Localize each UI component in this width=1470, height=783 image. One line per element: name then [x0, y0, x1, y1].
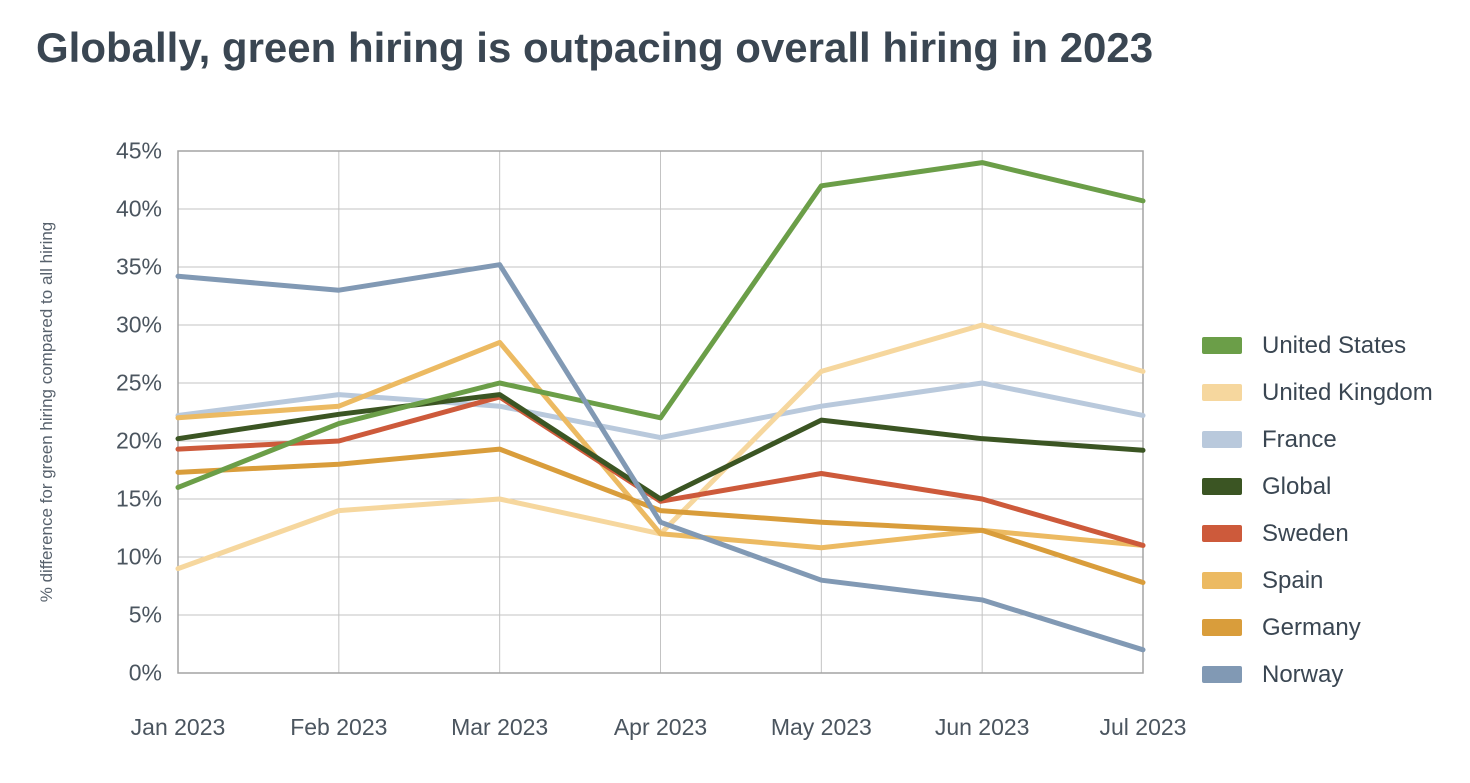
series-line-norway	[175, 262, 1146, 653]
x-tick-label: Apr 2023	[613, 714, 708, 740]
legend-label: Spain	[1262, 566, 1324, 594]
legend-swatch-united-kingdom	[1202, 384, 1242, 401]
y-tick-label: 25%	[115, 369, 162, 396]
plot-border	[177, 150, 1144, 674]
legend-label: Norway	[1262, 660, 1344, 688]
legend-swatch-global	[1202, 478, 1242, 495]
legend-item-spain: Spain	[1202, 557, 1433, 604]
legend-swatch-sweden	[1202, 525, 1242, 542]
y-tick-label: 30%	[115, 311, 162, 338]
legend-label: Global	[1262, 472, 1332, 500]
x-tick-label: Feb 2023	[290, 714, 388, 740]
series-line-france	[175, 380, 1146, 441]
legend-item-united-kingdom: United Kingdom	[1202, 369, 1433, 416]
y-tick-label: 0%	[128, 659, 162, 686]
chart-title: Globally, green hiring is outpacing over…	[36, 24, 1154, 71]
legend-swatch-spain	[1202, 572, 1242, 589]
legend-swatch-united-states	[1202, 337, 1242, 354]
legend-label: Germany	[1262, 613, 1361, 641]
x-tick-label: Mar 2023	[451, 714, 549, 740]
y-tick-label: 10%	[115, 543, 162, 570]
legend-swatch-france	[1202, 431, 1242, 448]
legend-item-france: France	[1202, 416, 1433, 463]
series-line-germany	[175, 446, 1146, 586]
series-line-united-states	[175, 160, 1146, 490]
y-axis-title: % difference for green hiring compared t…	[37, 221, 56, 603]
y-tick-label: 20%	[115, 427, 162, 454]
legend-swatch-norway	[1202, 666, 1242, 683]
x-tick-label: Jun 2023	[934, 714, 1030, 740]
legend-label: Sweden	[1262, 519, 1349, 547]
y-tick-label: 15%	[115, 485, 162, 512]
series-line-global	[175, 392, 1146, 502]
y-tick-label: 35%	[115, 253, 162, 280]
legend-swatch-germany	[1202, 619, 1242, 636]
x-tick-label: Jan 2023	[130, 714, 226, 740]
legend-item-sweden: Sweden	[1202, 510, 1433, 557]
legend-item-germany: Germany	[1202, 604, 1433, 651]
legend: United States United Kingdom France Global S…	[1202, 322, 1433, 698]
x-tick-label: Jul 2023	[1099, 714, 1187, 740]
y-tick-label: 40%	[115, 195, 162, 222]
x-tick-label: May 2023	[770, 714, 872, 740]
legend-item-united-states: United States	[1202, 322, 1433, 369]
legend-label: United Kingdom	[1262, 378, 1433, 406]
legend-item-norway: Norway	[1202, 651, 1433, 698]
legend-label: United States	[1262, 331, 1407, 359]
legend-label: France	[1262, 425, 1337, 453]
y-tick-label: 5%	[128, 601, 162, 628]
legend-item-global: Global	[1202, 463, 1433, 510]
y-tick-label: 45%	[115, 137, 162, 164]
